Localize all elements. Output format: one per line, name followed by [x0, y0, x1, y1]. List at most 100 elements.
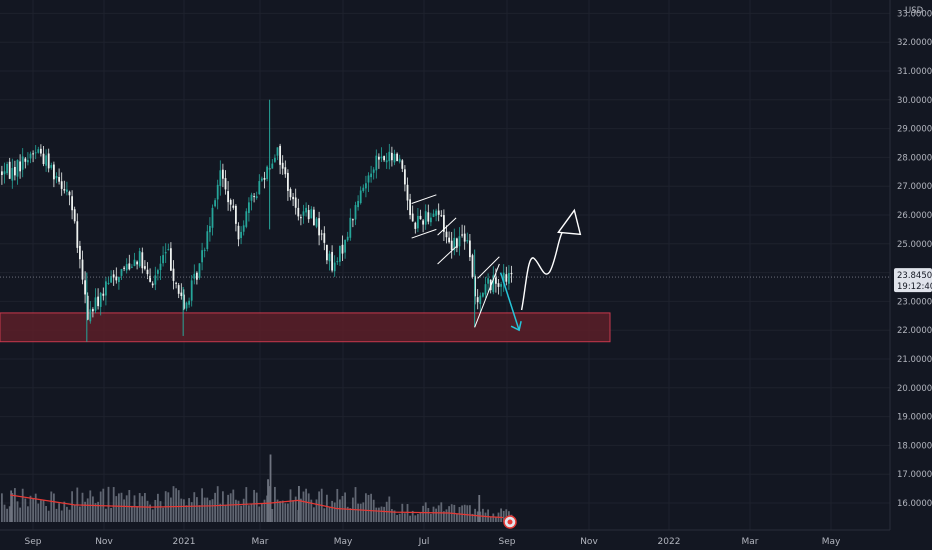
candle: [430, 212, 432, 227]
volume-bar: [391, 509, 393, 522]
candle: [263, 171, 266, 189]
volume-bar: [466, 505, 469, 522]
volume-bar: [284, 503, 287, 522]
volume-bar: [422, 505, 424, 522]
candle: [172, 260, 175, 290]
volume-bar: [255, 492, 258, 522]
volume-bar: [414, 515, 417, 522]
candle: [409, 193, 411, 220]
volume-bar: [105, 508, 107, 522]
candle: [86, 292, 89, 321]
candle: [372, 167, 375, 180]
candle: [144, 260, 146, 271]
volume-bar: [219, 503, 222, 522]
candle: [367, 172, 370, 192]
volume-bar: [370, 493, 372, 522]
volume-bar: [281, 500, 284, 522]
candle: [276, 147, 279, 161]
volume-bar: [131, 505, 133, 522]
candle: [97, 288, 99, 310]
candle: [73, 206, 76, 224]
candle: [138, 247, 141, 268]
volume-bar: [133, 495, 136, 522]
volume-bar: [81, 492, 84, 522]
candle: [328, 250, 331, 271]
volume-bar: [14, 488, 16, 522]
volume-bar: [445, 509, 448, 522]
candle: [167, 243, 170, 251]
time-tick-label: 2021: [173, 537, 196, 547]
volume-bar: [21, 488, 24, 522]
price-badge: 23.84500 19:12:40: [894, 268, 932, 293]
volume-bar: [42, 499, 45, 522]
grid-lines: [0, 0, 890, 530]
volume-bar: [92, 496, 94, 522]
candle: [68, 190, 71, 206]
volume-bar: [47, 510, 50, 522]
volume-bar: [34, 493, 37, 522]
flag-icon[interactable]: [503, 515, 517, 529]
volume-bar: [346, 506, 349, 522]
candle: [84, 271, 86, 304]
volume-bar: [170, 497, 172, 522]
candle: [3, 162, 6, 184]
candle: [76, 213, 79, 253]
candle: [245, 208, 248, 229]
candle: [315, 216, 318, 229]
candle: [11, 158, 14, 189]
channel-upper-line: [411, 194, 437, 204]
candle: [27, 152, 29, 166]
volume-bar: [492, 513, 495, 522]
candle: [224, 170, 227, 195]
volume-bar: [58, 503, 60, 522]
volume-bar: [138, 493, 141, 522]
candle: [266, 165, 268, 182]
price-axis[interactable]: 16.00000 17.00000 18.00000 19.00000 20.00000…: [889, 0, 932, 530]
volume-bar: [318, 491, 320, 522]
volume-bar: [388, 496, 391, 522]
volume-bar: [193, 492, 196, 522]
time-axis[interactable]: Sep Nov 2021 Mar May Jul Sep Nov 2022 Mar May: [0, 529, 890, 547]
price-tick-label: 33.00000: [897, 9, 932, 19]
candle: [341, 235, 344, 261]
volume-bar: [383, 506, 385, 522]
candle: [107, 276, 110, 285]
volume-bar: [253, 489, 255, 522]
candle: [388, 143, 391, 170]
volume-bar: [378, 507, 380, 522]
volume-bar: [417, 514, 419, 522]
candle: [131, 264, 133, 269]
candle: [118, 276, 120, 290]
candle: [274, 154, 276, 163]
candle: [206, 225, 209, 252]
volume-spike: [478, 495, 481, 522]
volume-bar: [84, 501, 86, 522]
candle: [466, 232, 469, 244]
time-tick-label: Nov: [580, 537, 598, 547]
time-tick-label: 2022: [658, 537, 681, 547]
volume-bar: [489, 516, 492, 522]
volume-bar: [16, 501, 19, 522]
volume-bar: [185, 505, 188, 522]
candle: [151, 281, 154, 288]
candle: [419, 209, 422, 220]
volume-bar: [435, 508, 437, 522]
volume-bar: [110, 507, 112, 522]
candle: [37, 146, 40, 154]
volume-bar: [500, 508, 502, 522]
candle: [53, 161, 55, 188]
volume-bar: [66, 506, 68, 522]
volume-bar: [294, 496, 297, 522]
candle: [63, 180, 66, 194]
candle: [219, 160, 222, 196]
volume-bar: [203, 497, 206, 522]
volume-bar: [79, 506, 81, 522]
candle: [497, 279, 500, 295]
candle: [175, 281, 177, 289]
wedge-upper-line: [477, 256, 500, 279]
candle: [450, 231, 453, 259]
candle: [60, 172, 63, 196]
candle: [396, 152, 398, 162]
time-tick-label: Jul: [418, 537, 430, 547]
